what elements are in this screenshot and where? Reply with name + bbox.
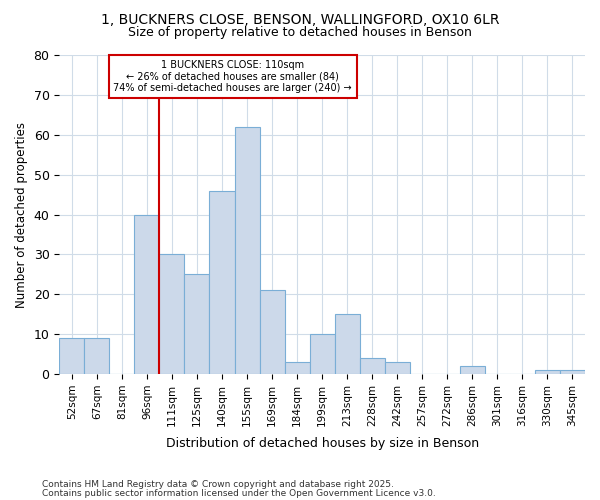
Bar — [184, 274, 209, 374]
Bar — [535, 370, 560, 374]
Bar — [310, 334, 335, 374]
Bar — [160, 254, 184, 374]
Y-axis label: Number of detached properties: Number of detached properties — [15, 122, 28, 308]
Bar — [335, 314, 359, 374]
Text: Contains HM Land Registry data © Crown copyright and database right 2025.: Contains HM Land Registry data © Crown c… — [42, 480, 394, 489]
X-axis label: Distribution of detached houses by size in Benson: Distribution of detached houses by size … — [166, 437, 479, 450]
Bar — [235, 127, 260, 374]
Bar — [260, 290, 284, 374]
Text: Size of property relative to detached houses in Benson: Size of property relative to detached ho… — [128, 26, 472, 39]
Bar — [460, 366, 485, 374]
Bar — [209, 190, 235, 374]
Bar — [134, 214, 160, 374]
Text: 1, BUCKNERS CLOSE, BENSON, WALLINGFORD, OX10 6LR: 1, BUCKNERS CLOSE, BENSON, WALLINGFORD, … — [101, 12, 499, 26]
Text: 1 BUCKNERS CLOSE: 110sqm
← 26% of detached houses are smaller (84)
74% of semi-d: 1 BUCKNERS CLOSE: 110sqm ← 26% of detach… — [113, 60, 352, 93]
Bar — [560, 370, 585, 374]
Bar — [284, 362, 310, 374]
Text: Contains public sector information licensed under the Open Government Licence v3: Contains public sector information licen… — [42, 489, 436, 498]
Bar — [59, 338, 85, 374]
Bar — [359, 358, 385, 374]
Bar — [385, 362, 410, 374]
Bar — [85, 338, 109, 374]
